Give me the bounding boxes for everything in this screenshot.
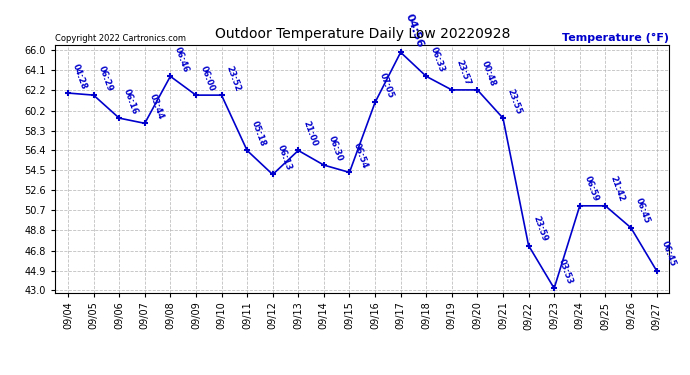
Text: 06:00: 06:00 xyxy=(199,64,216,92)
Text: 06:30: 06:30 xyxy=(326,134,344,162)
Text: 23:52: 23:52 xyxy=(224,64,242,92)
Text: 06:54: 06:54 xyxy=(352,141,370,170)
Text: 04:56: 04:56 xyxy=(404,13,425,50)
Text: 21:00: 21:00 xyxy=(301,120,319,148)
Text: 03:53: 03:53 xyxy=(557,258,575,285)
Title: Outdoor Temperature Daily Low 20220928: Outdoor Temperature Daily Low 20220928 xyxy=(215,27,510,41)
Text: 06:45: 06:45 xyxy=(659,240,677,268)
Text: 23:59: 23:59 xyxy=(531,214,549,243)
Text: 23:57: 23:57 xyxy=(455,59,472,87)
Text: 06:46: 06:46 xyxy=(173,45,190,74)
Text: 06:29: 06:29 xyxy=(97,64,114,92)
Text: 06:33: 06:33 xyxy=(429,46,446,74)
Text: 06:59: 06:59 xyxy=(582,175,600,203)
Text: 06:16: 06:16 xyxy=(122,87,139,116)
Text: Copyright 2022 Cartronics.com: Copyright 2022 Cartronics.com xyxy=(55,33,186,42)
Text: 04:28: 04:28 xyxy=(71,62,88,90)
Text: 07:05: 07:05 xyxy=(378,72,395,100)
Text: 00:48: 00:48 xyxy=(480,59,497,87)
Text: 05:18: 05:18 xyxy=(250,120,268,148)
Text: 06:13: 06:13 xyxy=(275,144,293,172)
Text: 21:42: 21:42 xyxy=(608,175,626,203)
Text: 23:55: 23:55 xyxy=(506,87,524,116)
Text: 03:44: 03:44 xyxy=(148,93,165,120)
Text: 06:45: 06:45 xyxy=(633,197,651,225)
Text: Temperature (°F): Temperature (°F) xyxy=(562,33,669,42)
